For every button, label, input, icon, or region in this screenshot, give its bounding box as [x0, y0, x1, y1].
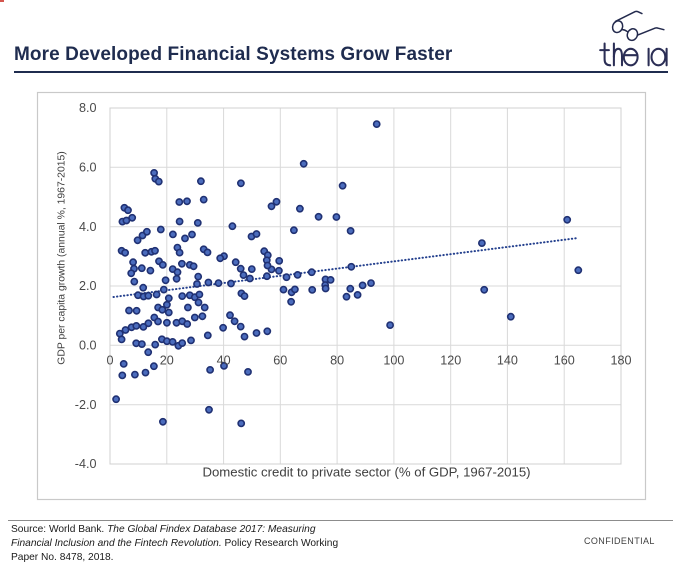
svg-text:6.0: 6.0	[79, 161, 97, 175]
svg-text:Domestic credit to private sec: Domestic credit to private sector (% of …	[202, 465, 530, 480]
svg-text:0.0: 0.0	[79, 339, 97, 353]
svg-text:40: 40	[217, 354, 231, 368]
svg-text:100: 100	[383, 354, 404, 368]
svg-text:120: 120	[440, 354, 461, 368]
svg-text:140: 140	[497, 354, 518, 368]
svg-text:2.0: 2.0	[79, 279, 97, 293]
svg-text:80: 80	[330, 354, 344, 368]
svg-text:-4.0: -4.0	[75, 457, 97, 471]
svg-text:20: 20	[160, 354, 174, 368]
svg-text:-2.0: -2.0	[75, 398, 97, 412]
svg-text:160: 160	[554, 354, 575, 368]
svg-text:60: 60	[273, 354, 287, 368]
svg-text:180: 180	[610, 354, 631, 368]
svg-text:4.0: 4.0	[79, 220, 97, 234]
svg-text:GDP per capita growth (annual: GDP per capita growth (annual %, 1967-20…	[57, 151, 68, 365]
svg-text:0: 0	[106, 354, 113, 368]
svg-text:8.0: 8.0	[79, 101, 97, 115]
